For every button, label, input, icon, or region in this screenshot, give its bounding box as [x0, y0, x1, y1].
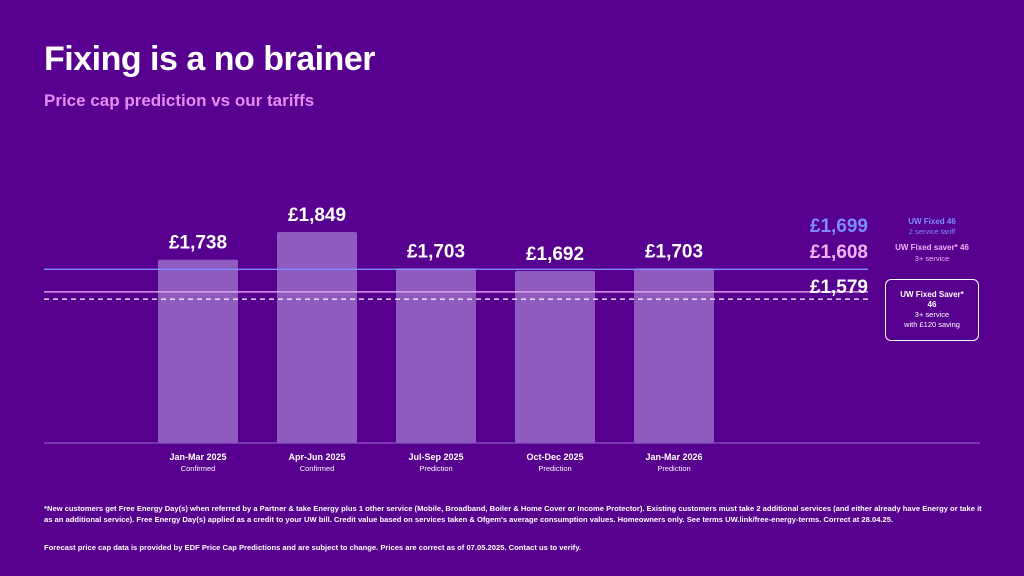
ref-sub-label-1: 2 service tariff: [909, 227, 956, 236]
ref-value-label-1: £1,699: [810, 216, 868, 237]
ref-value-label-2: £1,608: [810, 242, 868, 263]
bar-value-label-5: £1,703: [645, 241, 703, 262]
tariff-box-name: UW Fixed Saver* 46: [900, 290, 964, 309]
page-subtitle: Price cap prediction vs our tariffs: [44, 91, 315, 110]
category-status-1: Confirmed: [181, 464, 216, 473]
ref-name-label-1: UW Fixed 46: [908, 217, 956, 226]
ref-value-label-3: £1,579: [810, 277, 868, 298]
ref-sub-label-2: 3+ service: [915, 254, 949, 263]
category-label-3: Jul-Sep 2025: [408, 452, 463, 462]
category-label-2: Apr-Jun 2025: [288, 452, 345, 462]
tariff-box-saving: with £120 saving: [904, 320, 960, 329]
footnote-forecast: Forecast price cap data is provided by E…: [44, 543, 582, 552]
bar-value-label-2: £1,849: [288, 205, 346, 226]
tariff-box-fixed-saver: UW Fixed Saver* 46 3+ service with £120 …: [885, 279, 979, 341]
bar-value-label-1: £1,738: [169, 233, 227, 254]
category-status-2: Confirmed: [300, 464, 335, 473]
category-label-1: Jan-Mar 2025: [169, 452, 226, 462]
bar-1: [158, 259, 238, 443]
category-label-4: Oct-Dec 2025: [526, 452, 583, 462]
ref-name-label-2: UW Fixed saver* 46: [895, 243, 969, 252]
bar-5: [634, 268, 714, 443]
category-label-5: Jan-Mar 2026: [645, 452, 702, 462]
category-status-5: Prediction: [657, 464, 690, 473]
bar-3: [396, 268, 476, 443]
bar-value-label-3: £1,703: [407, 241, 465, 262]
page-title: Fixing is a no brainer: [44, 40, 375, 78]
footnote-terms: *New customers get Free Energy Day(s) wh…: [44, 504, 982, 524]
bar-2: [277, 232, 357, 443]
category-status-4: Prediction: [538, 464, 571, 473]
bar-value-label-4: £1,692: [526, 244, 584, 265]
category-status-3: Prediction: [419, 464, 452, 473]
tariff-box-sub: 3+ service: [914, 310, 950, 319]
bar-4: [515, 271, 595, 443]
